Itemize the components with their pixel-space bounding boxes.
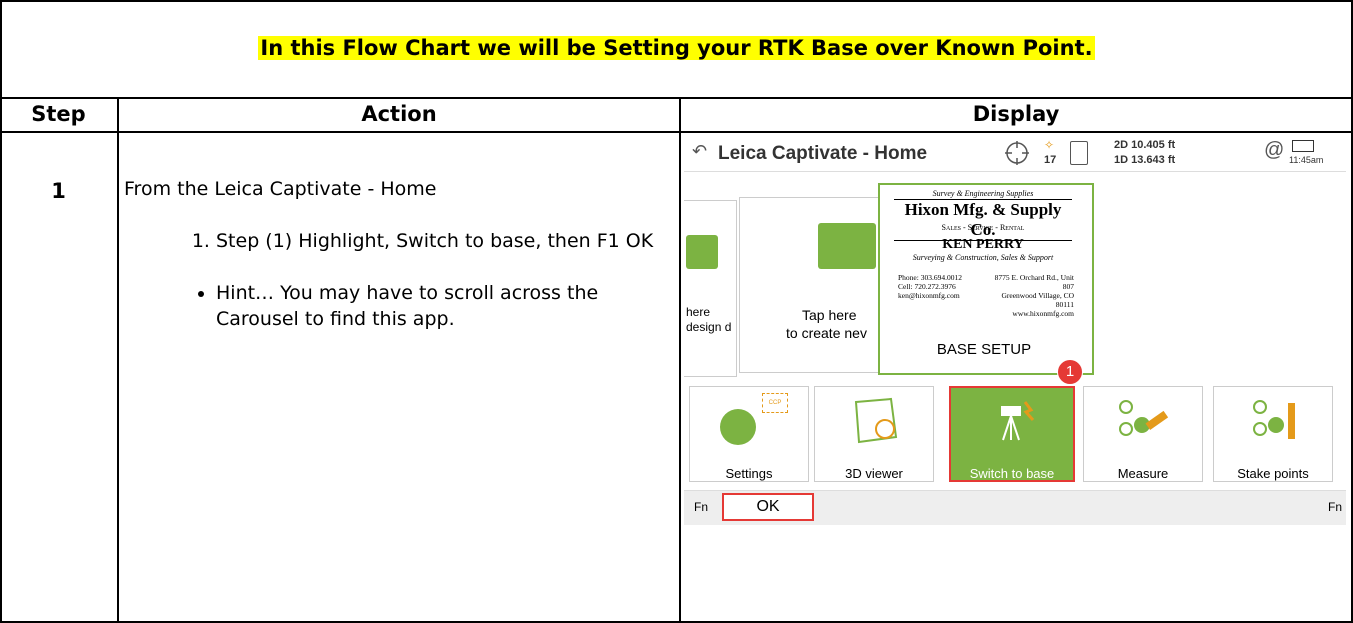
bc-text: Sales - Service - Rental <box>941 223 1025 232</box>
bc-text: ken@hixonmfg.com <box>898 291 960 300</box>
tile-label: Stake points <box>1237 466 1309 481</box>
device-icon <box>1070 141 1088 165</box>
tile-selected[interactable] <box>949 386 1075 482</box>
bc-contact: Phone: 303.694.0012 Cell: 720.272.3976 k… <box>898 273 962 300</box>
bc-text: 8775 E. Orchard Rd., Unit 807 <box>994 273 1074 291</box>
card-label: BASE SETUP <box>936 341 1032 358</box>
list-item: Step (1) Highlight, Switch to base, then… <box>216 228 674 254</box>
rule <box>0 97 1353 99</box>
tile[interactable]: CCP <box>689 386 809 482</box>
top-bar <box>684 135 1346 172</box>
stake-icon <box>1253 400 1295 439</box>
app-icon <box>686 235 718 269</box>
card-text: to create nev <box>786 325 867 341</box>
app-title: Leica Captivate - Home <box>718 143 928 164</box>
bc-text: Phone: 303.694.0012 <box>898 273 962 282</box>
title: In this Flow Chart we will be Setting yo… <box>258 36 1095 60</box>
battery-icon <box>1292 140 1314 152</box>
bc-company: Hixon Mfg. & Supply Co. <box>894 199 1072 241</box>
numbered-list: Step (1) Highlight, Switch to base, then… <box>124 228 674 254</box>
map-icon <box>854 397 898 444</box>
rule <box>0 131 1353 133</box>
ok-button[interactable]: OK <box>722 493 814 521</box>
tile-label: Measure <box>1117 466 1169 481</box>
tile-label: Switch to base <box>969 466 1055 481</box>
softkey[interactable]: Fn <box>1328 500 1343 514</box>
screenshot: ↶ Leica Captivate - Home ✧ 17 2D 10.405 … <box>684 135 1346 590</box>
list-item: Hint… You may have to scroll across the … <box>216 280 674 332</box>
height: 1D 13.643 ft <box>1114 154 1176 166</box>
rule <box>679 97 681 623</box>
base-icon <box>1001 401 1035 441</box>
tile[interactable] <box>814 386 934 482</box>
column-header: Step <box>31 102 86 126</box>
carousel-card <box>684 200 737 377</box>
bc-text: Cell: 720.272.3976 <box>898 282 956 291</box>
column-header: Display <box>972 102 1060 126</box>
title-row: In this Flow Chart we will be Setting yo… <box>0 36 1353 60</box>
card-text: design d <box>686 320 732 334</box>
callout-badge: 1 <box>1057 359 1083 385</box>
bc-text: Greenwood Village, CO 80111 <box>1001 291 1074 309</box>
sat-icon: ✧ <box>1044 138 1055 152</box>
ccp-icon: CCP <box>762 393 788 413</box>
tile[interactable] <box>1083 386 1203 482</box>
card-text: here <box>686 305 711 319</box>
business-card: Survey & Engineering Supplies Hixon Mfg.… <box>878 183 1094 375</box>
at-icon: @ <box>1264 139 1285 161</box>
rule <box>117 97 119 623</box>
action: From the Leica Captivate - Home Step (1)… <box>124 176 674 332</box>
measure-icon <box>1119 400 1169 436</box>
tile-label: 3D viewer <box>845 466 903 481</box>
bc-name: KEN PERRY <box>942 237 1024 252</box>
softkey[interactable]: Fn <box>694 500 709 514</box>
tile[interactable] <box>1213 386 1333 482</box>
bullet-list: Hint… You may have to scroll across the … <box>124 280 674 332</box>
bc-text: Surveying & Construction, Sales & Suppor… <box>912 253 1054 262</box>
card-text: Tap here <box>802 307 857 323</box>
sat-count: 17 <box>1044 154 1057 166</box>
bc-text: www.hixonmfg.com <box>1012 309 1074 318</box>
bc-address: 8775 E. Orchard Rd., Unit 807 Greenwood … <box>988 273 1074 318</box>
time: 11:45am <box>1289 155 1324 165</box>
position: 2D 10.405 ft <box>1114 139 1176 151</box>
tile-label: Settings <box>725 466 773 481</box>
crosshair-icon <box>1005 141 1029 165</box>
folder-icon <box>818 223 876 269</box>
back-icon: ↶ <box>692 141 708 161</box>
column-header: Action <box>361 102 437 126</box>
step-number: 1 <box>51 179 66 203</box>
bc-text: Survey & Engineering Supplies <box>932 189 1034 198</box>
action-intro: From the Leica Captivate - Home <box>124 178 437 200</box>
gear-icon <box>720 409 756 445</box>
